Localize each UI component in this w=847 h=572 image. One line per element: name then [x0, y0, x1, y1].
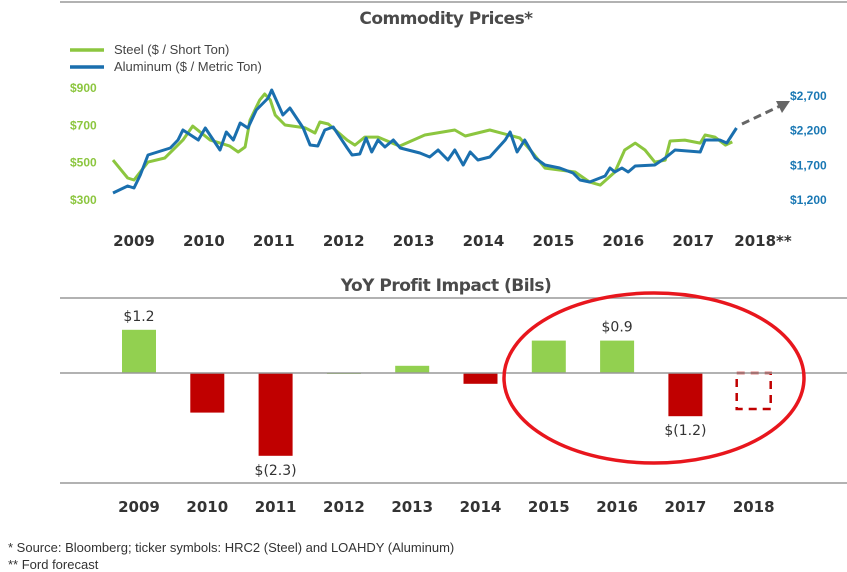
footnote-source: * Source: Bloomberg; ticker symbols: HRC… — [8, 540, 455, 555]
bar-x-tick: 2012 — [323, 498, 365, 516]
bar-x-tick: 2010 — [186, 498, 228, 516]
bar-data-label: $0.9 — [602, 320, 633, 336]
legend-steel: Steel ($ / Short Ton) — [114, 42, 229, 57]
bar-x-tick: 2009 — [118, 498, 160, 516]
bar-x-tick: 2014 — [460, 498, 502, 516]
bar-data-label: $(1.2) — [664, 423, 706, 439]
right-axis-tick: $2,200 — [790, 124, 827, 138]
left-axis-tick: $300 — [70, 193, 97, 207]
bar-2011 — [258, 373, 293, 456]
forecast-arrowhead — [776, 101, 790, 113]
bar-x-tick: 2013 — [391, 498, 433, 516]
left-axis-tick: $900 — [70, 81, 97, 95]
x-axis-tick: 2013 — [393, 232, 435, 250]
footnote-forecast: ** Ford forecast — [8, 557, 99, 572]
x-axis-tick: 2016 — [602, 232, 644, 250]
x-axis-tick: 2011 — [253, 232, 295, 250]
bar-2017 — [668, 373, 703, 417]
forecast-arrow — [741, 104, 781, 126]
x-axis-tick: 2017 — [672, 232, 714, 250]
x-axis-tick: 2015 — [533, 232, 575, 250]
legend-aluminum: Aluminum ($ / Metric Ton) — [114, 59, 262, 74]
bar-2010 — [190, 373, 225, 413]
bar-forecast-2018 — [735, 371, 772, 411]
x-axis-tick: 2010 — [183, 232, 225, 250]
left-axis-tick: $700 — [70, 118, 97, 132]
x-axis-tick: 2014 — [463, 232, 505, 250]
bar-2015 — [531, 340, 566, 373]
bar-x-tick: 2011 — [255, 498, 297, 516]
bar-chart-title: YoY Profit Impact (Bils) — [340, 276, 552, 296]
aluminum-line — [112, 88, 738, 195]
bar-x-tick: 2017 — [665, 498, 707, 516]
highlight-ellipse — [502, 291, 806, 465]
bar-data-label: $(2.3) — [255, 463, 297, 479]
right-axis-tick: $1,700 — [790, 158, 827, 172]
steel-line — [111, 92, 733, 187]
right-axis-tick: $2,700 — [790, 89, 827, 103]
x-axis-tick: 2012 — [323, 232, 365, 250]
x-axis-tick: 2009 — [113, 232, 155, 250]
right-axis-tick: $1,200 — [790, 193, 827, 207]
left-axis-tick: $500 — [70, 156, 97, 170]
bar-2009 — [122, 329, 156, 373]
bar-x-tick: 2016 — [596, 498, 638, 516]
bar-2014 — [463, 373, 498, 384]
x-axis-tick: 2018** — [734, 232, 792, 250]
bar-x-tick: 2015 — [528, 498, 570, 516]
bar-2016 — [600, 340, 635, 373]
bar-x-tick: 2018 — [733, 498, 775, 516]
line-chart-title: Commodity Prices* — [359, 9, 533, 29]
bar-data-label: $1.2 — [123, 309, 154, 325]
bar-2013 — [395, 365, 430, 373]
